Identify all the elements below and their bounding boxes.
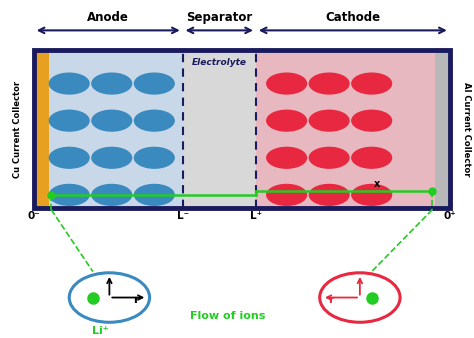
Bar [182, 50, 256, 209]
Text: r: r [133, 295, 138, 305]
Text: Electrolyte: Electrolyte [192, 58, 247, 67]
Circle shape [352, 110, 392, 131]
Text: Flow of ions: Flow of ions [190, 311, 265, 321]
Bar [435, 50, 450, 209]
Circle shape [49, 73, 89, 94]
Text: r: r [328, 295, 334, 305]
Circle shape [352, 73, 392, 94]
Text: Al Current Collector: Al Current Collector [462, 82, 471, 176]
Circle shape [135, 73, 174, 94]
Text: Li⁺: Li⁺ [91, 326, 108, 336]
Circle shape [135, 147, 174, 168]
Circle shape [92, 110, 132, 131]
Circle shape [310, 185, 349, 205]
Circle shape [92, 73, 132, 94]
Text: 0⁺: 0⁺ [443, 212, 456, 221]
Circle shape [352, 147, 392, 168]
Text: L⁺: L⁺ [250, 212, 262, 221]
Circle shape [267, 73, 307, 94]
Circle shape [135, 185, 174, 205]
Text: Anode: Anode [87, 11, 129, 24]
Circle shape [352, 185, 392, 205]
Circle shape [49, 185, 89, 205]
Circle shape [310, 147, 349, 168]
Bar [34, 50, 49, 209]
Circle shape [267, 147, 307, 168]
Circle shape [135, 110, 174, 131]
Bar [256, 50, 435, 209]
Bar [34, 50, 450, 209]
Circle shape [92, 147, 132, 168]
Text: Separator: Separator [186, 11, 252, 24]
Text: x: x [374, 179, 380, 189]
Text: 0⁻: 0⁻ [27, 212, 40, 221]
Circle shape [49, 147, 89, 168]
Circle shape [267, 110, 307, 131]
Text: Cathode: Cathode [325, 11, 380, 24]
Circle shape [267, 185, 307, 205]
Bar [49, 50, 182, 209]
Circle shape [92, 185, 132, 205]
Text: L⁻: L⁻ [177, 212, 189, 221]
Circle shape [310, 110, 349, 131]
Circle shape [49, 110, 89, 131]
Text: Cu Current Collector: Cu Current Collector [13, 81, 22, 178]
Circle shape [310, 73, 349, 94]
